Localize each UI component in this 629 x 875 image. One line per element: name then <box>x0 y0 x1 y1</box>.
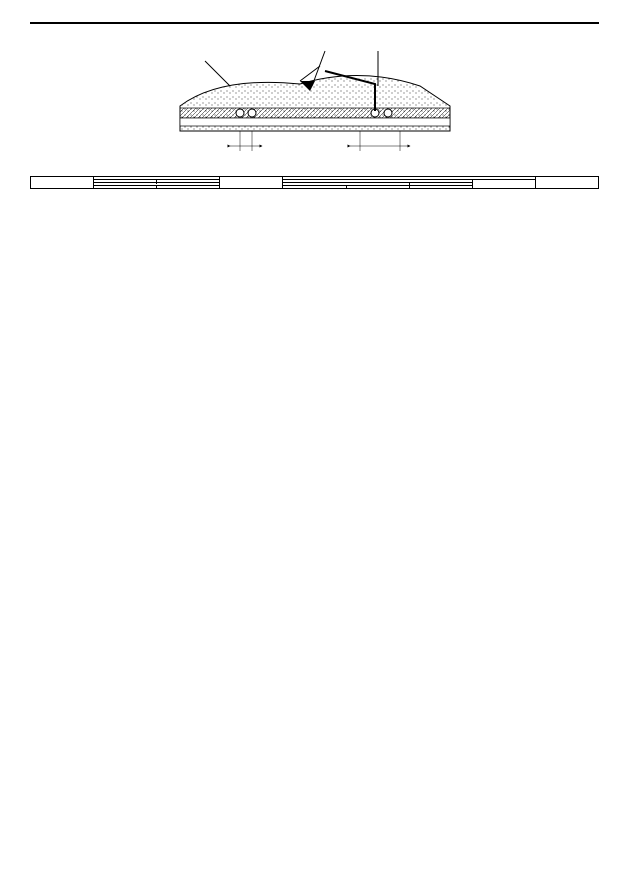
col-total1 <box>220 177 283 189</box>
col-total2 <box>472 180 535 189</box>
col-t15 <box>283 186 346 189</box>
steel-table <box>30 176 599 189</box>
col-mark <box>31 177 94 189</box>
col-t2 <box>346 186 409 189</box>
figure-drawing <box>160 36 470 166</box>
col-grand <box>535 177 598 189</box>
col-t4 <box>409 186 472 189</box>
col-d5 <box>94 186 157 189</box>
page-header <box>30 20 599 24</box>
col-d6 <box>157 186 220 189</box>
